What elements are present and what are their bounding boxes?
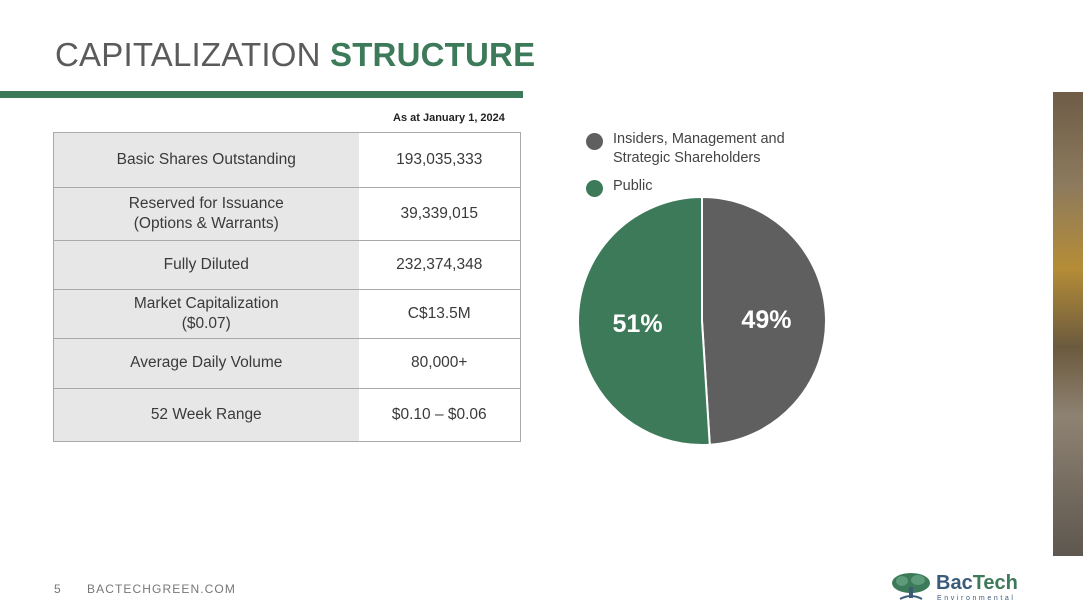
row-label: Market Capitalization ($0.07)	[53, 289, 359, 339]
row-value: C$13.5M	[358, 289, 521, 339]
title-underline	[0, 91, 523, 98]
legend-label-public: Public	[613, 178, 653, 194]
legend-item-public: Public	[586, 177, 785, 197]
pie-slice-1	[576, 195, 711, 446]
pie-slice-0	[701, 195, 827, 446]
gold-ore-photo	[1053, 92, 1083, 556]
logo-name-bac: Bac	[936, 572, 973, 594]
pie-label-0: 49%	[741, 306, 791, 334]
row-label: Fully Diluted	[53, 240, 359, 290]
legend-item-insiders: Insiders, Management and Strategic Share…	[586, 130, 785, 168]
table-row: Market Capitalization ($0.07) C$13.5M	[53, 289, 521, 339]
pie-label-1: 51%	[613, 310, 663, 338]
logo-name-tech: Tech	[972, 572, 1018, 594]
legend-label-insiders: Insiders, Management and Strategic Share…	[613, 131, 785, 166]
table-row: Fully Diluted 232,374,348	[53, 240, 521, 290]
ownership-pie-chart: 49% 51%	[576, 195, 827, 446]
as-of-date: As at January 1, 2024	[393, 112, 505, 124]
row-label: Average Daily Volume	[53, 338, 359, 389]
capitalization-table: Basic Shares Outstanding 193,035,333 Rese…	[53, 132, 521, 442]
row-label: Reserved for Issuance (Options & Warrant…	[53, 187, 359, 241]
tree-logo-icon	[892, 573, 930, 600]
title-light: CAPITALIZATION	[55, 36, 321, 73]
chart-legend: Insiders, Management and Strategic Share…	[586, 130, 785, 205]
legend-dot-public	[586, 180, 603, 197]
row-value: $0.10 – $0.06	[358, 388, 521, 442]
title-bold: STRUCTURE	[329, 36, 536, 73]
row-label: 52 Week Range	[53, 388, 359, 442]
row-value: 39,339,015	[358, 187, 521, 241]
table-row: 52 Week Range $0.10 – $0.06	[53, 388, 521, 442]
table-row: Reserved for Issuance (Options & Warrant…	[53, 187, 521, 241]
website-url: BACTECHGREEN.COM	[87, 582, 236, 596]
page-number: 5	[54, 582, 61, 596]
row-value: 193,035,333	[358, 132, 521, 188]
logo-wordmark: BacTech	[936, 572, 1018, 595]
row-value: 80,000+	[358, 338, 521, 389]
table-row: Average Daily Volume 80,000+	[53, 338, 521, 389]
legend-dot-insiders	[586, 133, 603, 150]
logo-subtitle: Environmental	[937, 595, 1016, 602]
table-row: Basic Shares Outstanding 193,035,333	[53, 132, 521, 188]
row-label: Basic Shares Outstanding	[53, 132, 359, 188]
row-value: 232,374,348	[358, 240, 521, 290]
bactech-logo: BacTech Environmental	[890, 572, 1030, 604]
slide-title: CAPITALIZATION STRUCTURE	[55, 36, 535, 74]
